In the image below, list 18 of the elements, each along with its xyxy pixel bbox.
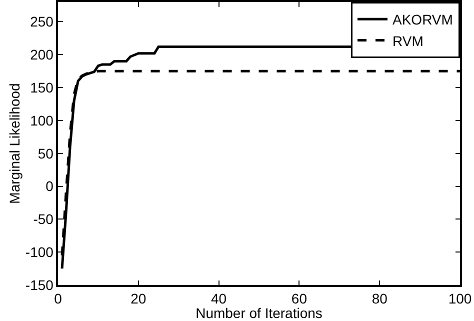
legend-label: RVM	[392, 32, 424, 49]
y-tick-label: -100	[25, 244, 54, 260]
x-tick-label: 80	[372, 290, 388, 307]
x-axis-title: Number of Iterations	[196, 305, 322, 321]
y-tick-label: 100	[30, 112, 54, 128]
x-tick-label: 100	[448, 290, 472, 307]
y-tick-label: -50	[33, 211, 54, 228]
x-tick-label: 20	[130, 290, 146, 307]
legend-label: AKORVM	[392, 12, 453, 28]
y-tick-label: -150	[25, 276, 54, 293]
y-tick-label: 200	[30, 46, 54, 63]
y-tick-label: 150	[30, 79, 54, 96]
x-tick-label: 40	[211, 290, 227, 307]
y-tick-label: 50	[38, 145, 54, 162]
y-tick-label: 250	[30, 14, 54, 30]
x-tick-label: 60	[291, 290, 308, 307]
y-axis-title: Marginal Likelihood	[6, 83, 23, 204]
y-tick-label: 0	[46, 178, 54, 194]
